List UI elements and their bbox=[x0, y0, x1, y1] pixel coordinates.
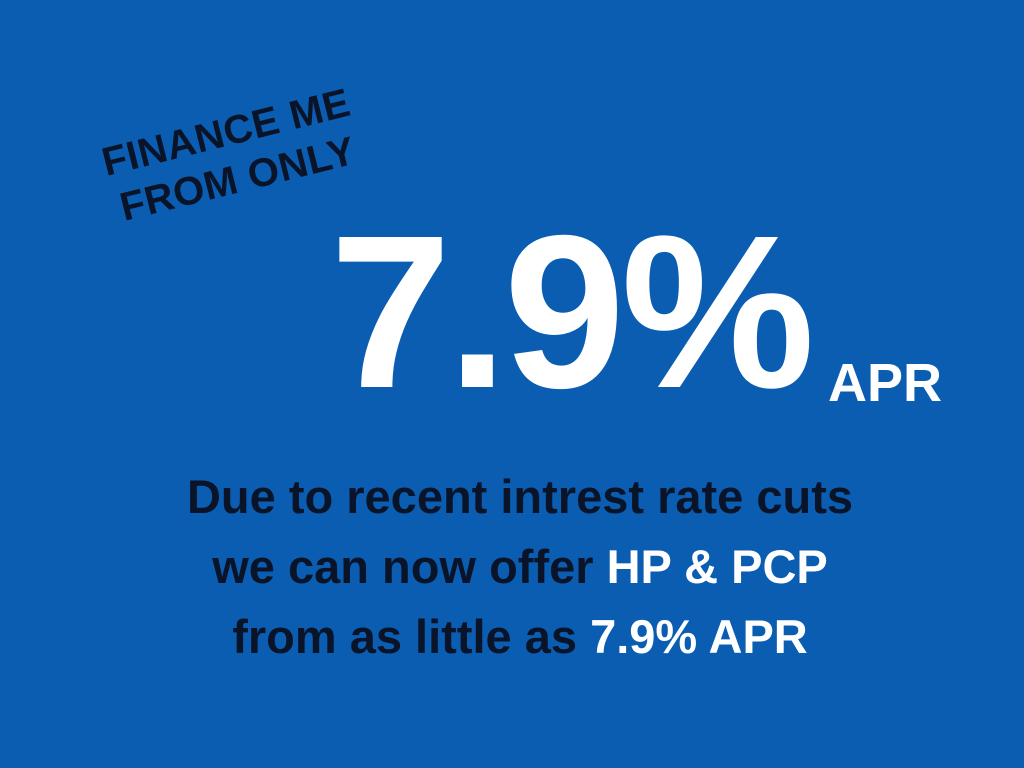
offer-message: Due to recent intrest rate cuts we can n… bbox=[0, 462, 1024, 672]
message-line-1: Due to recent intrest rate cuts bbox=[186, 470, 853, 523]
message-line-3: from as little as 7.9% APR bbox=[0, 602, 1024, 672]
rate-unit: APR bbox=[828, 353, 943, 413]
rate-value: 7.9% bbox=[330, 191, 815, 434]
rate-highlight: 7.9% APR bbox=[590, 610, 808, 663]
message-line-2: we can now offer HP & PCP bbox=[0, 532, 1024, 602]
message-line-3-text: from as little as bbox=[232, 610, 591, 663]
finance-types-highlight: HP & PCP bbox=[606, 540, 828, 593]
message-line-2-text: we can now offer bbox=[212, 540, 607, 593]
